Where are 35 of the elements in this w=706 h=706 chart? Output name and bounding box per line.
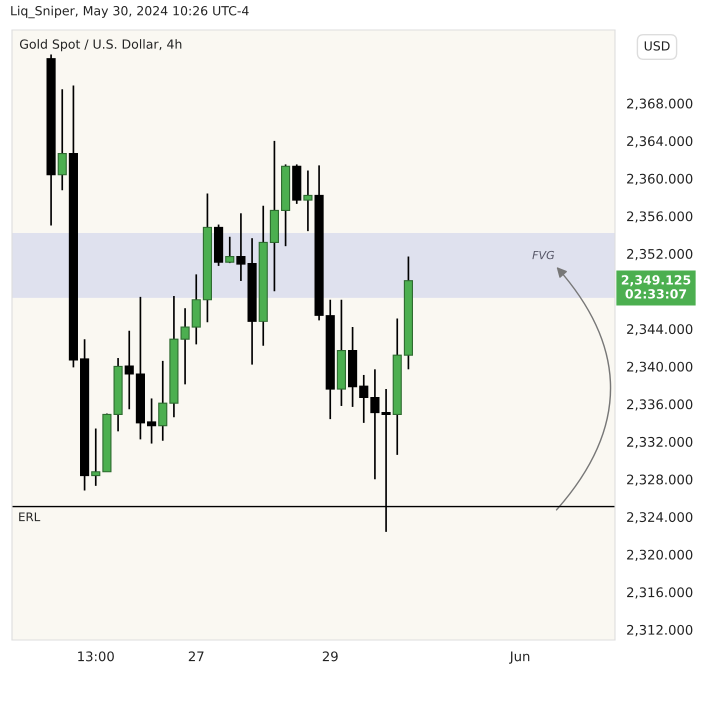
y-tick-label: 2,312.000 [627,624,692,636]
x-tick-label: 29 [322,651,338,662]
text: 2,349.125 02:33:07 [622,275,690,299]
y-tick-label: 2,364.000 [627,136,692,148]
y-tick-label: 2,336.000 [627,399,692,411]
y-tick-label: 2,344.000 [627,324,692,336]
y-tick-label: 2,356.000 [627,211,692,223]
candlestick [158,360,168,442]
candlestick [236,212,246,282]
candlestick [147,398,156,444]
y-tick-label: 2,320.000 [627,550,692,562]
candlestick [370,368,380,480]
y-tick-label: 2,332.000 [627,436,692,448]
y-tick-label: 2,316.000 [627,587,692,599]
candlestick [91,428,100,487]
y-tick-label: 2,360.000 [627,174,692,186]
y-tick-label: 2,324.000 [627,512,692,524]
candlestick [359,374,368,424]
y-tick-label: 2,352.000 [627,248,692,260]
candlestick [180,307,190,386]
y-tick-label: 2,340.000 [627,362,692,374]
band-label: FVG [532,250,554,260]
y-tick-label: 2,328.000 [627,474,692,486]
candlestick [303,170,312,232]
candlestick [225,236,234,264]
text: Gold Spot / U.S. Dollar, 4h [20,39,182,52]
candlestick [124,330,134,410]
x-tick-label: 27 [188,651,204,662]
candlestick [58,88,67,192]
ref-line-label: ERL [19,512,40,522]
y-tick-label: 2,368.000 [627,98,692,110]
x-tick-label: 13:00 [78,651,114,662]
text: Liq_Sniper, May 30, 2024 10:26 UTC-4 [11,6,249,18]
text: USD [644,41,670,51]
x-tick-label: Jun [509,652,530,664]
